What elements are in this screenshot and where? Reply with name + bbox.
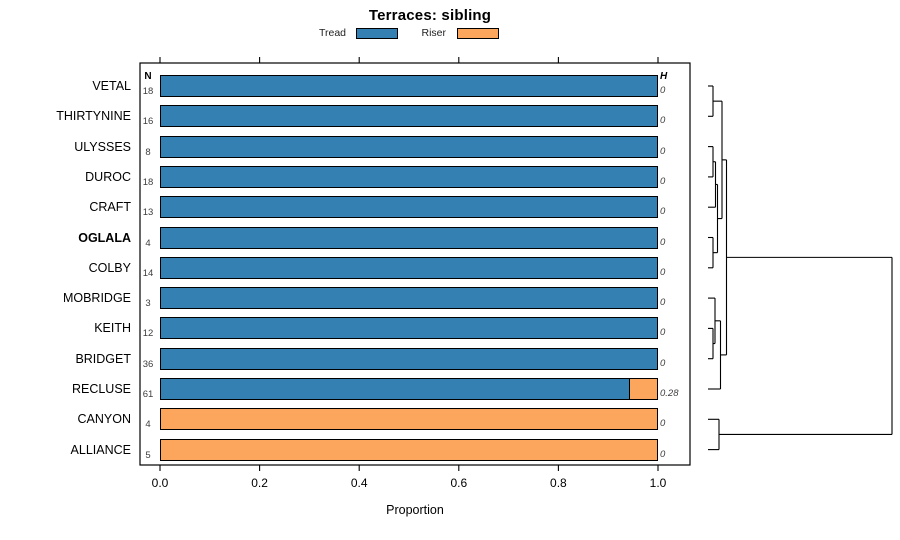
h-value: 0 — [660, 85, 666, 96]
legend-label-tread: Tread — [318, 27, 346, 39]
row-label-oglala: OGLALA — [78, 230, 131, 245]
h-value: 0 — [660, 327, 666, 339]
h-value: 0 — [660, 448, 666, 460]
h-value: 0 — [660, 266, 666, 278]
row-label-thirtynine: THIRTYNINE — [56, 109, 131, 124]
bar-segment-tread-colby — [160, 256, 658, 279]
n-value: 36 — [142, 358, 154, 370]
n-value: 4 — [145, 237, 151, 249]
legend-swatch-tread — [356, 28, 398, 39]
row-label-craft: CRAFT — [89, 200, 131, 215]
bar-segment-riser-alliance — [160, 438, 658, 461]
n-column-header: N — [144, 71, 152, 82]
legend-label-riser: Riser — [421, 27, 446, 39]
h-value: 0 — [660, 297, 666, 309]
plot-frame — [139, 62, 691, 466]
row-label-vetal: VETAL — [92, 79, 131, 93]
h-value: 0 — [660, 357, 666, 369]
n-value: 61 — [142, 389, 154, 400]
x-tick-label: 0.4 — [350, 476, 368, 490]
x-tick-label: 1.0 — [649, 476, 667, 490]
x-tick-label: 0.2 — [251, 476, 268, 490]
row-label-mobridge: MOBRIDGE — [62, 291, 131, 306]
bar-segment-tread-thirtynine — [160, 105, 658, 128]
bar-segment-riser-canyon — [160, 408, 658, 431]
n-value: 4 — [145, 419, 151, 431]
bar-segment-riser-recluse — [629, 378, 658, 400]
x-tick-label: 0.0 — [151, 476, 169, 490]
h-value: 0 — [660, 206, 666, 218]
h-value: 0 — [660, 418, 666, 430]
bar-segment-tread-bridget — [160, 347, 658, 370]
n-value: 13 — [142, 207, 154, 219]
bar-segment-tread-ulysses — [160, 135, 658, 158]
h-value: 0 — [660, 236, 666, 248]
legend-swatch-riser — [457, 28, 499, 39]
n-value: 12 — [142, 328, 154, 340]
bar-segment-tread-oglala — [160, 226, 658, 249]
row-label-bridget: BRIDGET — [75, 351, 131, 366]
row-label-canyon: CANYON — [77, 412, 131, 427]
h-value: 0 — [660, 145, 666, 157]
row-label-keith: KEITH — [94, 321, 131, 336]
x-tick-label: 0.8 — [550, 476, 567, 490]
row-label-colby: COLBY — [88, 260, 131, 275]
n-value: 5 — [145, 449, 151, 461]
bar-segment-tread-duroc — [160, 165, 658, 188]
n-value: 16 — [142, 116, 154, 128]
n-value: 18 — [142, 176, 154, 188]
bar-segment-tread-keith — [160, 317, 658, 340]
bar-segment-tread-craft — [160, 196, 658, 219]
row-label-ulysses: ULYSSES — [74, 139, 131, 154]
n-value: 8 — [145, 146, 151, 158]
n-value: 18 — [142, 86, 154, 97]
row-label-recluse: RECLUSE — [71, 382, 131, 396]
h-value: 0 — [660, 175, 666, 187]
n-value: 3 — [145, 298, 151, 310]
row-label-duroc: DUROC — [85, 169, 131, 184]
x-axis-title: Proportion — [386, 503, 444, 517]
chart-title: Terraces: sibling — [368, 7, 492, 24]
bar-segment-tread-mobridge — [160, 287, 658, 310]
x-tick-label: 0.6 — [450, 476, 468, 490]
h-column-header: H — [660, 71, 668, 82]
h-value: 0 — [660, 115, 666, 127]
bar-segment-tread-recluse — [160, 378, 631, 400]
row-label-alliance: ALLIANCE — [70, 442, 131, 457]
bar-segment-tread-vetal — [160, 75, 658, 97]
h-value: 0.28 — [660, 388, 679, 399]
n-value: 14 — [142, 267, 154, 279]
